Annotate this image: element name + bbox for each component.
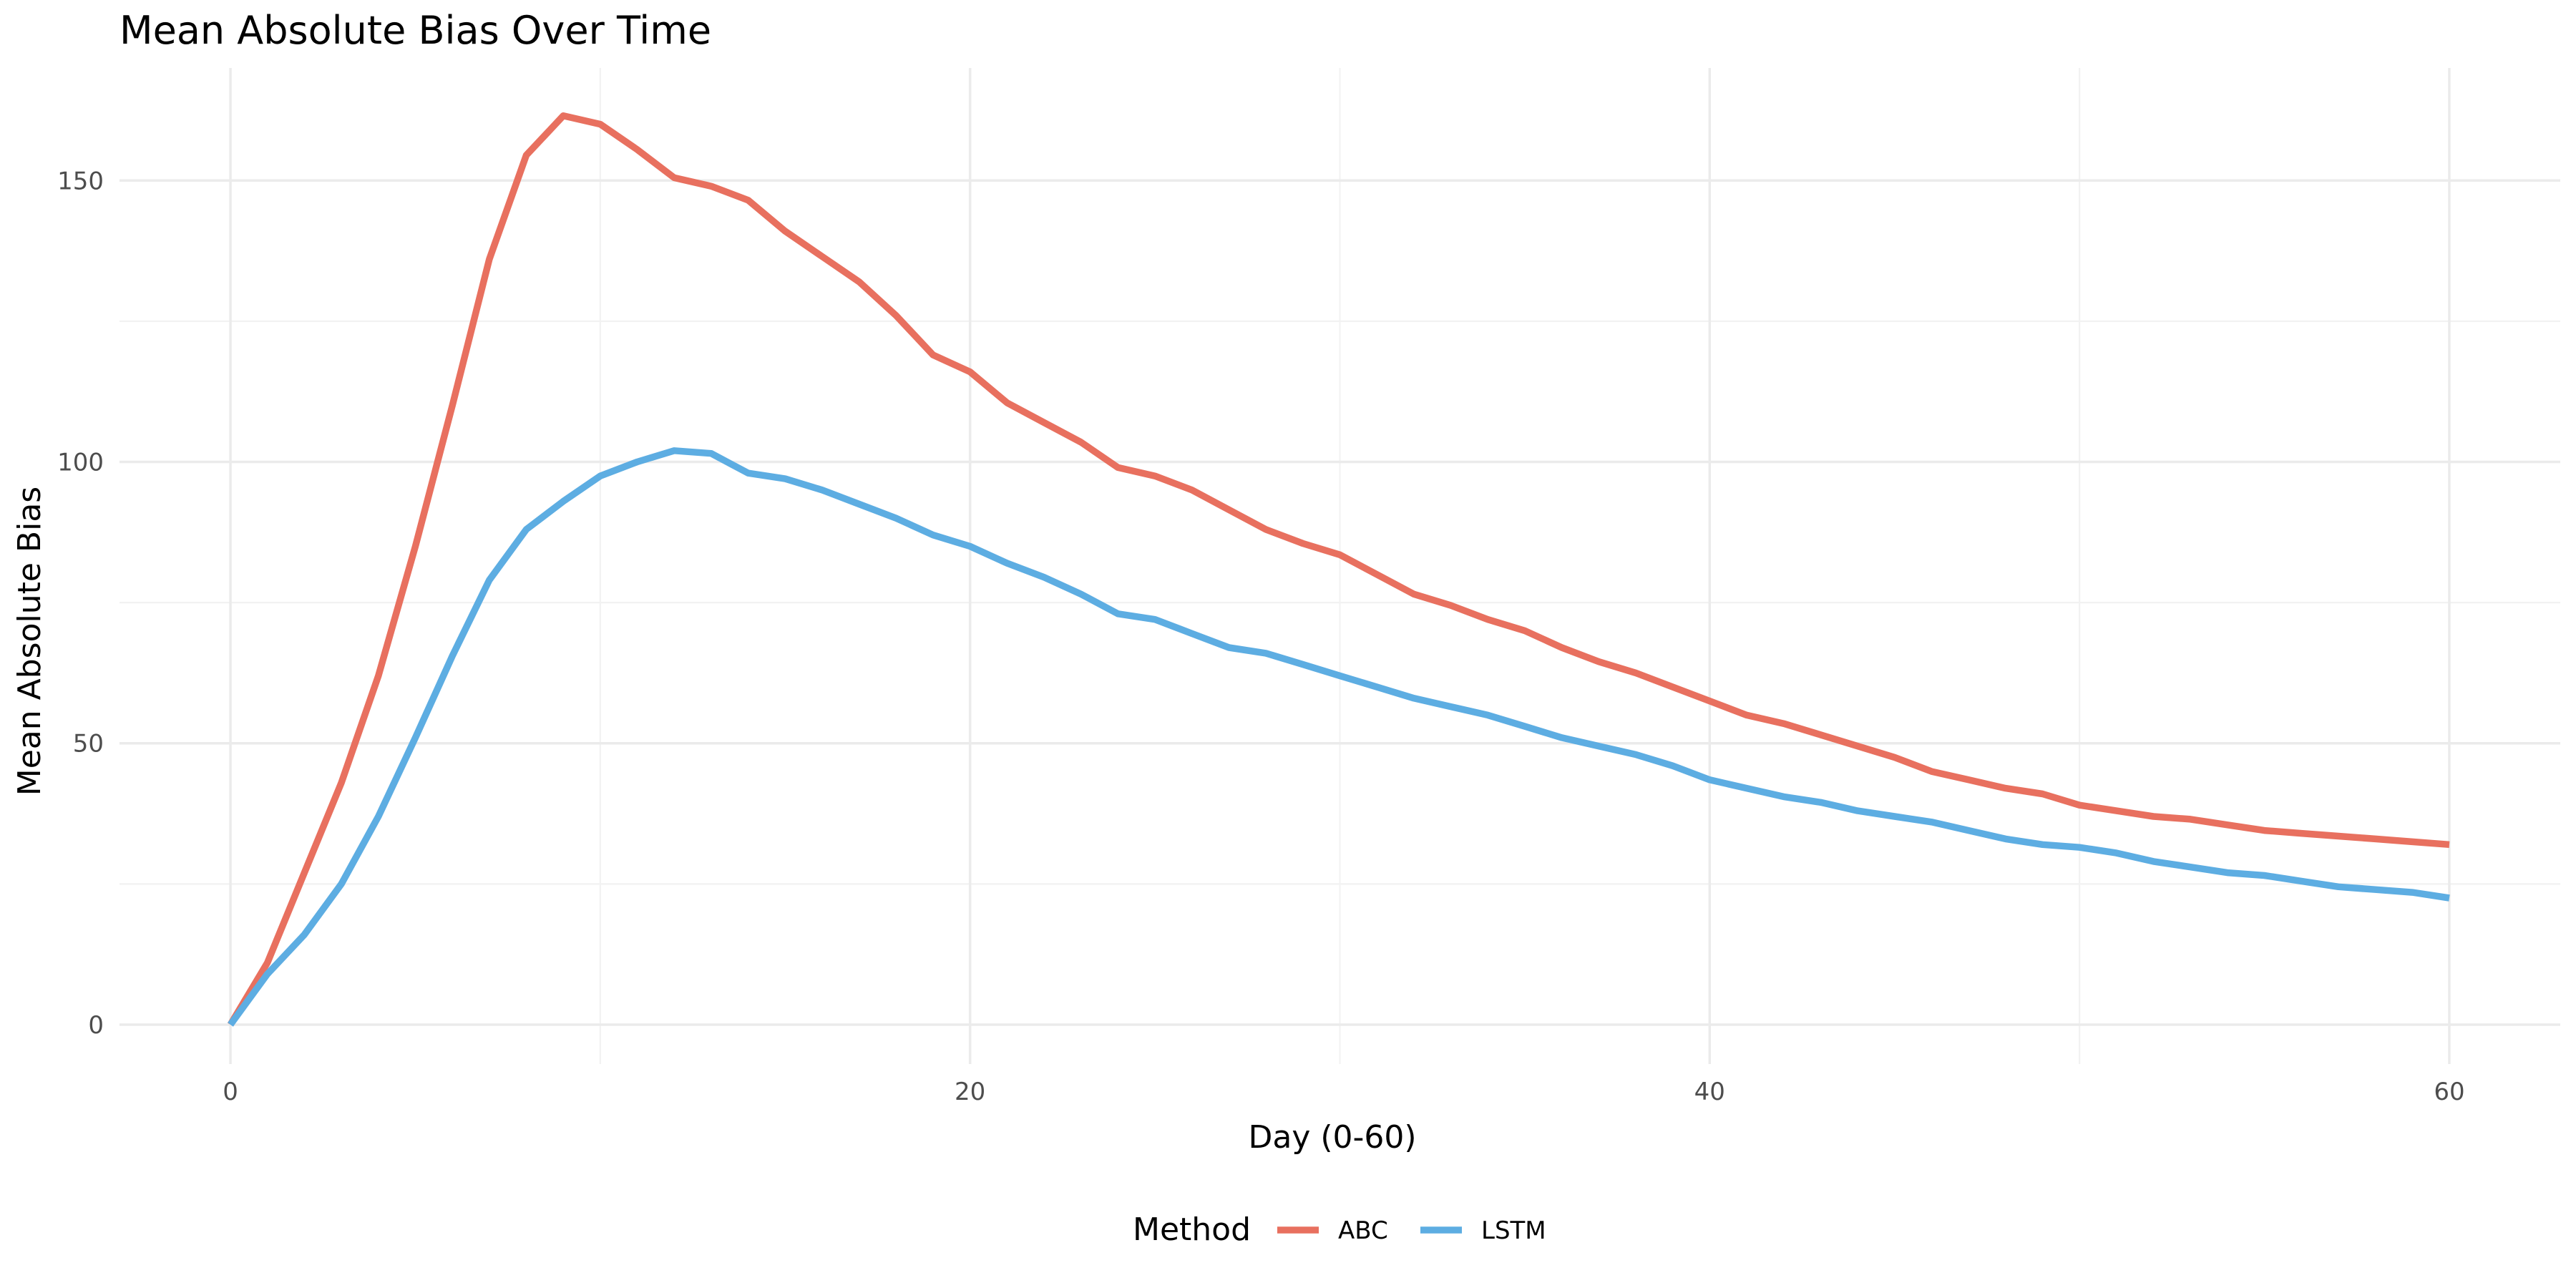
x-tick-label: 0 <box>223 1078 238 1106</box>
legend-label-abc: ABC <box>1338 1216 1388 1245</box>
y-tick-label: 50 <box>73 730 104 758</box>
legend: Method ABC LSTM <box>1133 1211 1546 1248</box>
legend-label-lstm: LSTM <box>1481 1216 1546 1245</box>
series-line-lstm <box>228 447 2450 1027</box>
x-tick-label: 40 <box>1694 1078 1725 1106</box>
x-axis-label: Day (0-60) <box>1248 1119 1416 1156</box>
series-layer <box>227 112 2450 1027</box>
x-tick-label: 60 <box>2434 1078 2464 1106</box>
x-tick-label: 20 <box>955 1078 985 1106</box>
y-axis-label: Mean Absolute Bias <box>11 487 48 796</box>
y-tick-label: 150 <box>57 167 104 195</box>
chart-title: Mean Absolute Bias Over Time <box>119 8 711 53</box>
y-tick-label: 0 <box>88 1011 104 1040</box>
y-tick-label: 100 <box>57 449 104 477</box>
y-axis: 0 50 100 150 <box>57 167 104 1040</box>
legend-title: Method <box>1133 1211 1251 1248</box>
series-line-abc <box>227 112 2450 1027</box>
x-axis: 0 20 40 60 <box>223 1078 2464 1106</box>
legend-items: ABC LSTM <box>1277 1216 1546 1245</box>
grid <box>119 68 2560 1064</box>
